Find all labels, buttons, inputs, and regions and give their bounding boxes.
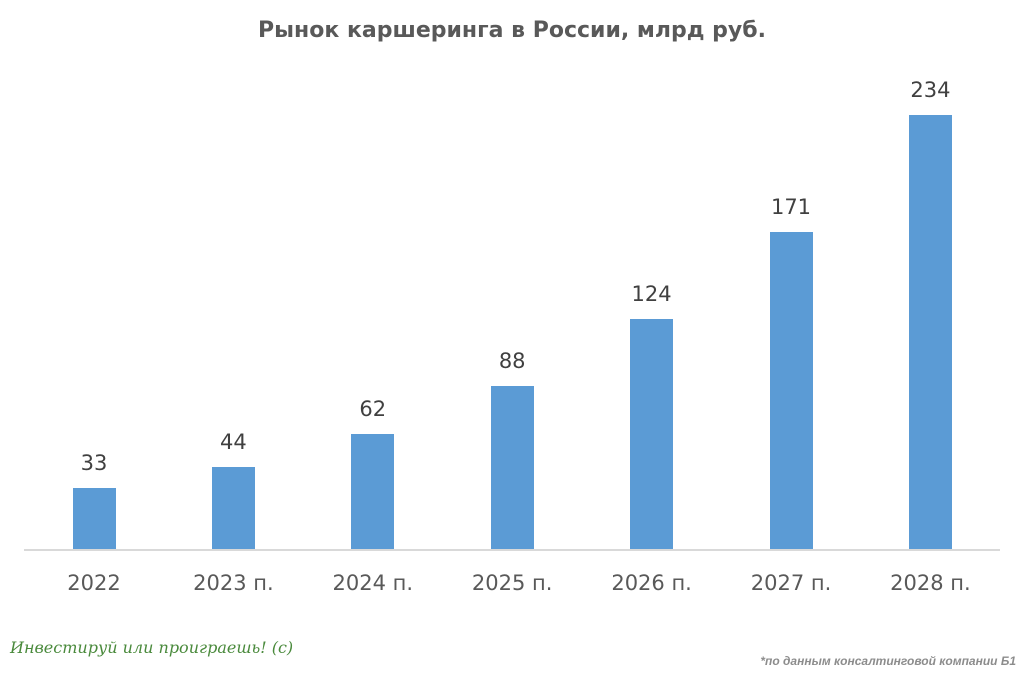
x-tick-label: 2024 п. — [332, 571, 414, 595]
data-label: 171 — [770, 195, 812, 219]
data-label: 33 — [80, 451, 108, 475]
bar — [72, 488, 116, 549]
source-note: *по данным консалтинговой компании Б1 — [760, 654, 1016, 668]
bar — [490, 386, 534, 549]
data-label: 124 — [631, 282, 672, 306]
x-tick-label: 2026 п. — [611, 571, 692, 595]
x-tick-label: 2025 п. — [471, 571, 553, 595]
bar — [630, 319, 674, 549]
bar — [769, 232, 813, 549]
data-label: 44 — [220, 430, 247, 454]
x-tick-label: 2028 п. — [890, 571, 971, 595]
x-tick-label: 2027 п. — [750, 571, 832, 595]
data-label: 62 — [359, 397, 387, 421]
data-label: 88 — [498, 349, 526, 373]
bar — [351, 434, 395, 549]
slogan-watermark: Инвестируй или проиграешь! (с) — [10, 638, 294, 657]
x-axis-line — [24, 549, 1000, 551]
chart-title: Рынок каршеринга в России, млрд руб. — [258, 18, 766, 43]
x-tick-label: 2022 — [67, 571, 121, 595]
data-label: 234 — [910, 78, 951, 102]
bar — [908, 115, 952, 549]
bar — [211, 467, 255, 549]
x-tick-label: 2023 п. — [193, 571, 274, 595]
